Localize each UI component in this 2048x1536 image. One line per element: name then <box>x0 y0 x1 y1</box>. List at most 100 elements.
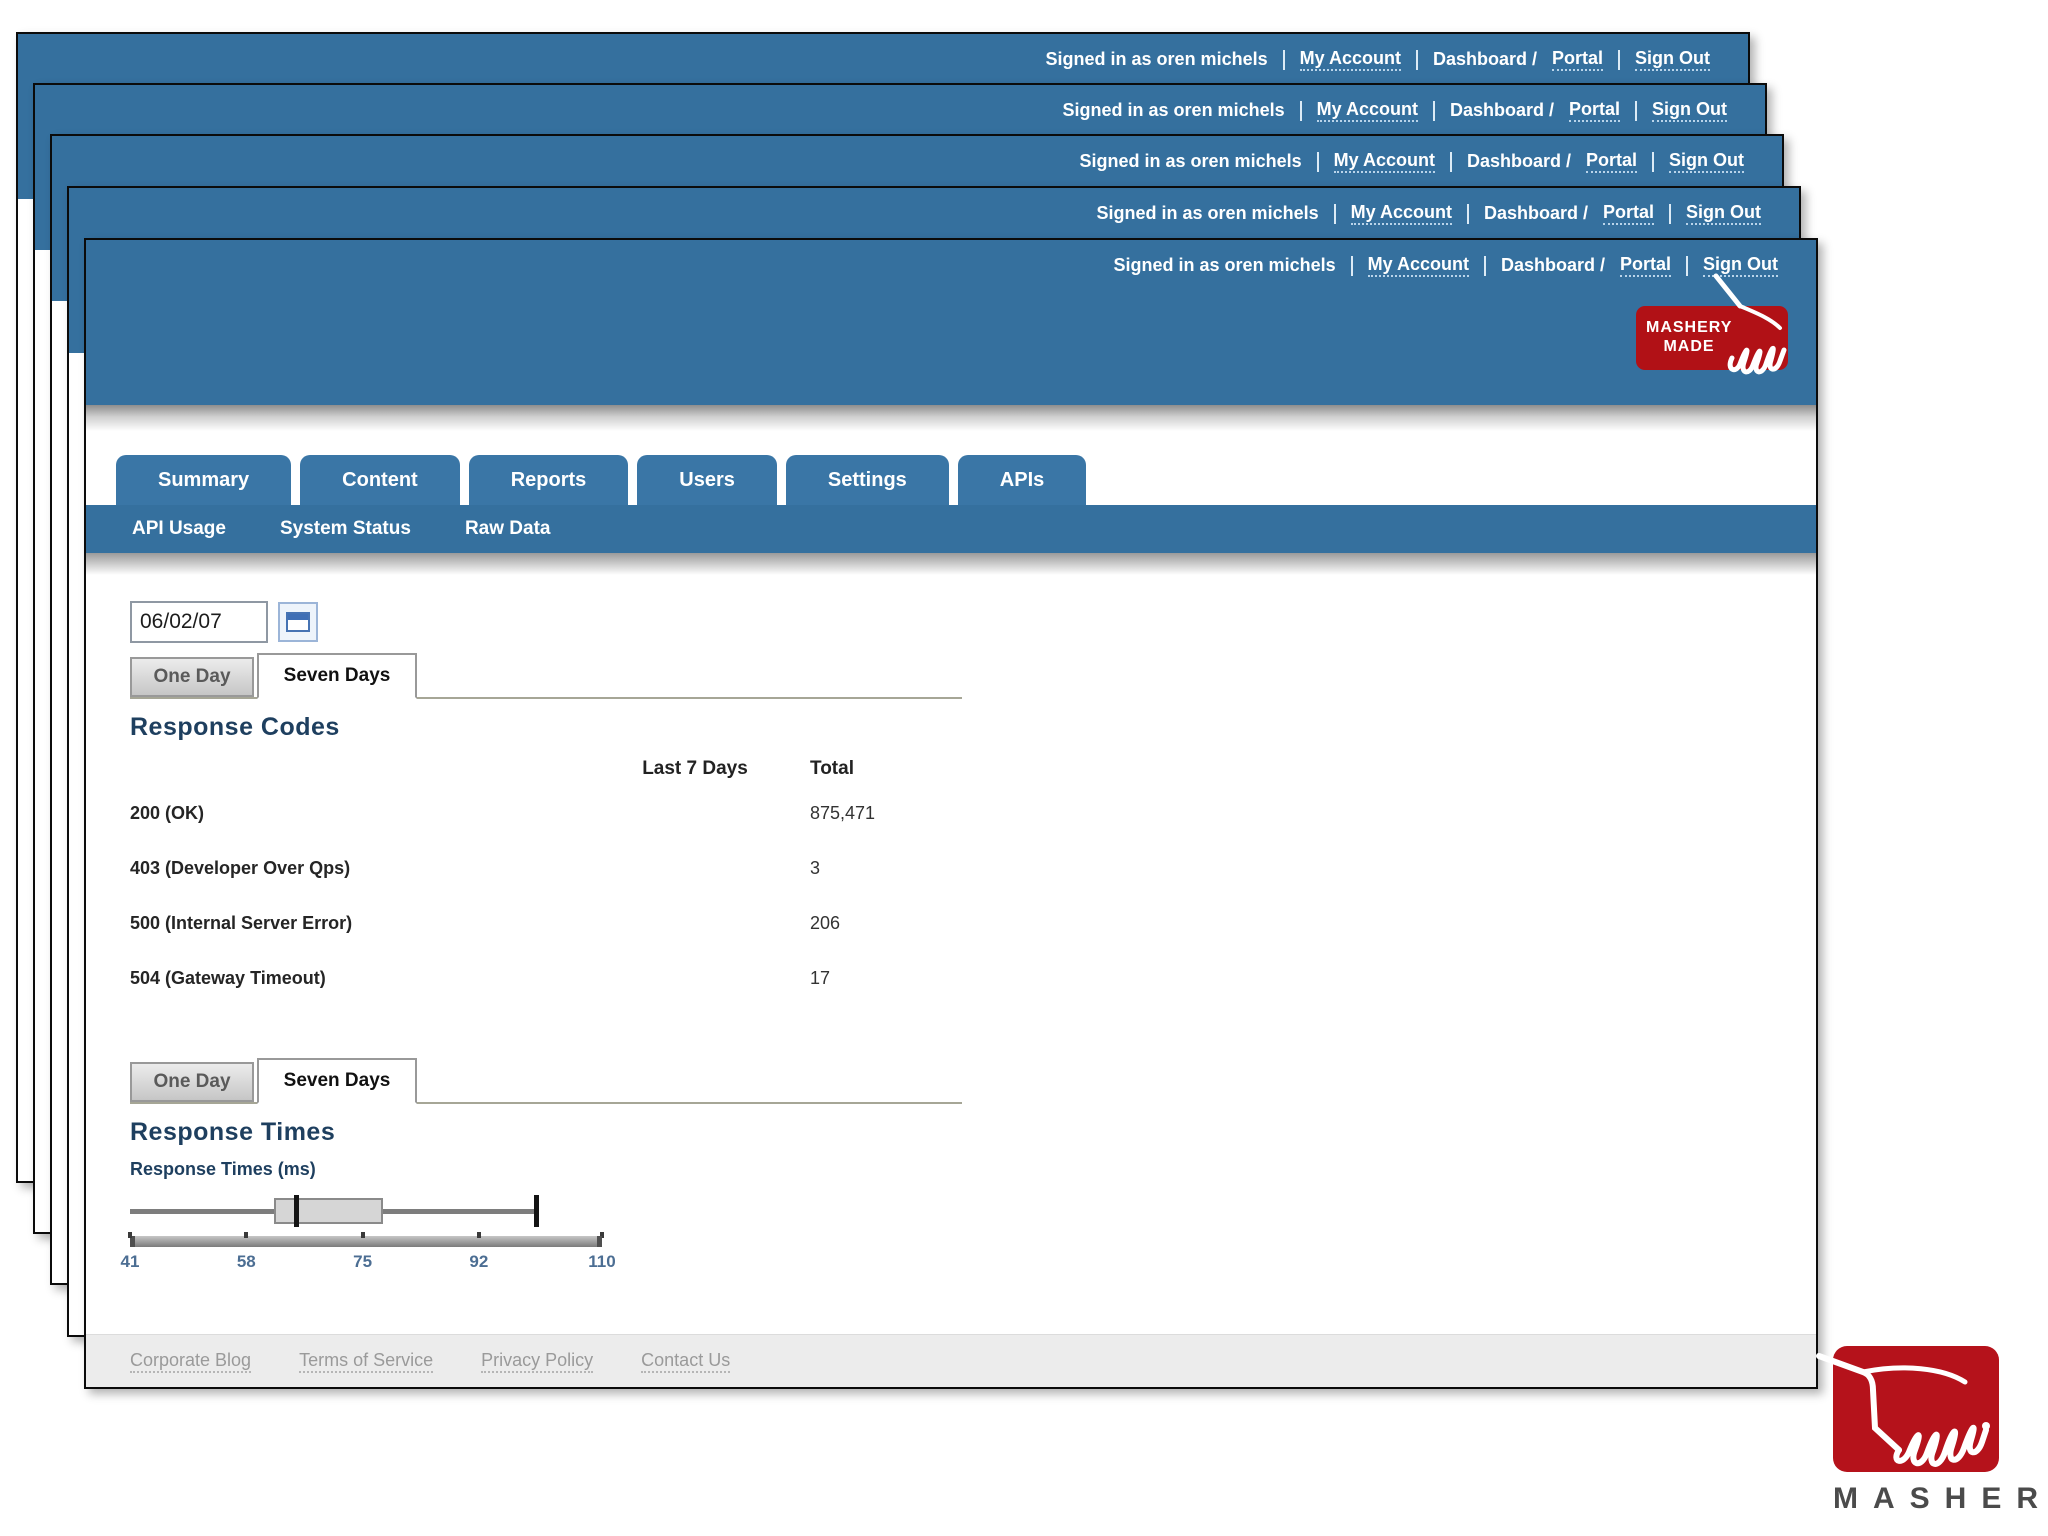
subnav-raw-data[interactable]: Raw Data <box>464 518 551 539</box>
tick-mark <box>600 1232 604 1238</box>
tab-one-day[interactable]: One Day <box>130 657 254 697</box>
table-header-row: Last 7 Days Total <box>130 752 1816 786</box>
total-cell: 875,471 <box>810 803 876 823</box>
tab-users[interactable]: Users <box>637 455 777 505</box>
app-window: Signed in as oren michels My Account Das… <box>84 238 1818 1389</box>
account-links: Signed in as oren michels My Account Das… <box>1097 202 1761 225</box>
sign-out-link[interactable]: Sign Out <box>1635 48 1710 71</box>
axis-tick-labels: 41 58 75 92 110 <box>121 1250 616 1276</box>
separator <box>1449 151 1452 172</box>
response-codes-tabset: One Day Seven Days <box>130 649 962 699</box>
signed-in-text: Signed in as oren michels <box>1113 255 1336 275</box>
mashery-logo-mark <box>1816 1346 1999 1472</box>
portal-link[interactable]: Portal <box>1585 150 1637 173</box>
tab-settings[interactable]: Settings <box>785 455 949 505</box>
sign-out-link[interactable]: Sign Out <box>1686 202 1761 225</box>
terms-of-service-link[interactable]: Terms of Service <box>299 1350 434 1373</box>
portal-link[interactable]: Portal <box>1551 48 1603 71</box>
my-account-link[interactable]: My Account <box>1299 48 1401 71</box>
boxplot-box <box>273 1198 384 1224</box>
tick-mark <box>360 1232 365 1238</box>
total-cell: 3 <box>810 858 821 878</box>
main-content: One Day Seven Days Response Codes Last 7… <box>86 601 1816 1276</box>
dashboard-label: Dashboard / <box>1500 255 1605 275</box>
tab-summary[interactable]: Summary <box>116 455 292 505</box>
code-label: 200 (OK) <box>130 803 205 823</box>
dashboard-label: Dashboard / <box>1483 203 1588 223</box>
subnav-api-usage[interactable]: API Usage <box>132 518 226 539</box>
my-account-link[interactable]: My Account <box>1367 254 1469 277</box>
main-nav: Summary Content Reports Users Settings A… <box>116 455 1816 505</box>
sign-out-link[interactable]: Sign Out <box>1669 150 1744 173</box>
code-label: 403 (Developer Over Qps) <box>130 858 351 878</box>
separator <box>1333 203 1336 224</box>
table-row: 403 (Developer Over Qps) 3 <box>130 841 1816 896</box>
account-links: Signed in as oren michels My Account Das… <box>1046 48 1710 71</box>
tick-label: 41 <box>120 1252 140 1271</box>
tab-one-day[interactable]: One Day <box>130 1062 254 1102</box>
total-cell: 17 <box>810 968 831 988</box>
sign-out-link[interactable]: Sign Out <box>1652 99 1727 122</box>
tick-mark <box>128 1232 132 1238</box>
mashery-logo: MASHERY <box>1816 1346 2048 1516</box>
dashboard-label: Dashboard / <box>1449 100 1554 120</box>
tick-label: 75 <box>353 1252 373 1271</box>
tab-reports[interactable]: Reports <box>468 455 629 505</box>
privacy-policy-link[interactable]: Privacy Policy <box>481 1350 594 1373</box>
response-times-boxplot <box>130 1192 602 1230</box>
signed-in-text: Signed in as oren michels <box>1045 49 1268 69</box>
window-footer: Corporate Blog Terms of Service Privacy … <box>86 1334 1816 1387</box>
account-links: Signed in as oren michels My Account Das… <box>1063 99 1727 122</box>
contact-us-link[interactable]: Contact Us <box>641 1350 731 1373</box>
account-links: Signed in as oren michels My Account Das… <box>1080 150 1744 173</box>
separator <box>1483 255 1486 276</box>
tab-seven-days[interactable]: Seven Days <box>257 1058 417 1104</box>
my-account-link[interactable]: My Account <box>1350 202 1452 225</box>
sign-out-link[interactable]: Sign Out <box>1703 254 1778 277</box>
subnav-system-status[interactable]: System Status <box>279 518 411 539</box>
separator <box>1299 100 1302 121</box>
portal-link[interactable]: Portal <box>1568 99 1620 122</box>
tab-apis[interactable]: APIs <box>957 455 1087 505</box>
corporate-blog-link[interactable]: Corporate Blog <box>130 1350 252 1373</box>
table-row: 500 (Internal Server Error) 206 <box>130 896 1816 951</box>
date-input[interactable] <box>130 601 268 643</box>
tick-mark <box>244 1232 249 1238</box>
separator <box>1432 100 1435 121</box>
sub-nav: API Usage System Status Raw Data <box>86 505 1816 553</box>
tick-label: 58 <box>236 1252 256 1271</box>
tab-seven-days[interactable]: Seven Days <box>257 653 417 699</box>
separator <box>1635 100 1637 121</box>
portal-link[interactable]: Portal <box>1619 254 1671 277</box>
response-codes-title: Response Codes <box>130 713 340 741</box>
separator <box>1618 49 1620 70</box>
tick-label: 92 <box>469 1252 489 1271</box>
axis-slider-bar[interactable] <box>128 1232 604 1247</box>
portal-link[interactable]: Portal <box>1602 202 1654 225</box>
calendar-button[interactable] <box>278 602 318 642</box>
mashery-made-badge: MASHERY MADE <box>1636 273 1788 375</box>
tab-content[interactable]: Content <box>300 455 460 505</box>
separator <box>1350 255 1353 276</box>
separator <box>1282 49 1285 70</box>
badge-text: MASHERY MADE <box>1646 319 1733 356</box>
dashboard-label: Dashboard / <box>1466 151 1571 171</box>
calendar-icon <box>286 612 310 632</box>
col-total: Total <box>810 758 854 779</box>
code-label: 500 (Internal Server Error) <box>130 913 353 933</box>
masher-doodle-icon <box>1816 1353 1990 1467</box>
signed-in-text: Signed in as oren michels <box>1096 203 1319 223</box>
separator <box>1316 151 1319 172</box>
signed-in-text: Signed in as oren michels <box>1062 100 1285 120</box>
brand-wordmark: MASHERY <box>1833 1482 2048 1515</box>
my-account-link[interactable]: My Account <box>1333 150 1435 173</box>
table-row: 504 (Gateway Timeout) 17 <box>130 951 1816 1006</box>
separator <box>1686 255 1688 276</box>
code-label: 504 (Gateway Timeout) <box>130 968 326 988</box>
my-account-link[interactable]: My Account <box>1316 99 1418 122</box>
response-times-axis-label: Response Times (ms) <box>130 1159 316 1179</box>
boxplot-median <box>294 1195 300 1227</box>
date-picker-row <box>130 601 1816 643</box>
separator <box>1466 203 1469 224</box>
separator <box>1652 151 1654 172</box>
